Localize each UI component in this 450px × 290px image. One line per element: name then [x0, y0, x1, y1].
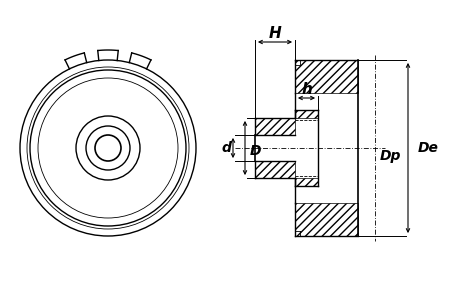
Text: D: D [249, 144, 261, 158]
Text: De: De [418, 141, 439, 155]
Polygon shape [295, 178, 318, 186]
Text: Dp: Dp [380, 149, 401, 163]
Text: h: h [301, 81, 312, 97]
Polygon shape [255, 93, 295, 118]
Polygon shape [255, 118, 295, 135]
Polygon shape [255, 178, 295, 203]
Text: H: H [269, 26, 281, 41]
Polygon shape [295, 60, 358, 93]
Text: d: d [221, 141, 231, 155]
Polygon shape [255, 161, 295, 178]
Polygon shape [295, 110, 318, 118]
Polygon shape [295, 203, 358, 236]
